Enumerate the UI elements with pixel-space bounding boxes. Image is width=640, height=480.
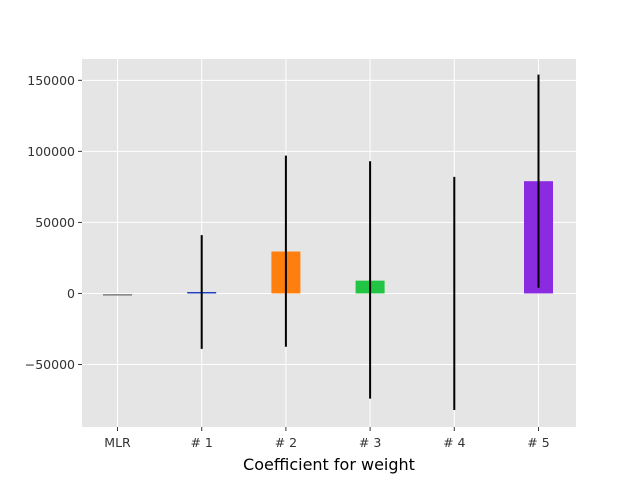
x-tick-label: # 5 bbox=[527, 435, 549, 450]
x-tick-label: # 4 bbox=[443, 435, 465, 450]
bar-mlr bbox=[103, 294, 132, 296]
y-tick-label: 50000 bbox=[35, 215, 75, 230]
x-axis-ticks: MLR # 1 # 2 # 3 # 4 # 5 bbox=[104, 427, 550, 450]
y-tick-label: 0 bbox=[67, 286, 75, 301]
x-axis-label: Coefficient for weight bbox=[243, 455, 415, 474]
x-tick-label: MLR bbox=[104, 435, 131, 450]
y-tick-label: −50000 bbox=[25, 357, 75, 372]
y-tick-label: 100000 bbox=[27, 144, 75, 159]
x-tick-label: # 2 bbox=[275, 435, 297, 450]
y-axis-ticks: −50000 0 50000 100000 150000 bbox=[25, 73, 82, 372]
y-tick-label: 150000 bbox=[27, 73, 75, 88]
x-tick-label: # 1 bbox=[190, 435, 212, 450]
error-bars bbox=[200, 74, 540, 410]
plot-background bbox=[82, 59, 576, 427]
x-tick-label: # 3 bbox=[359, 435, 381, 450]
